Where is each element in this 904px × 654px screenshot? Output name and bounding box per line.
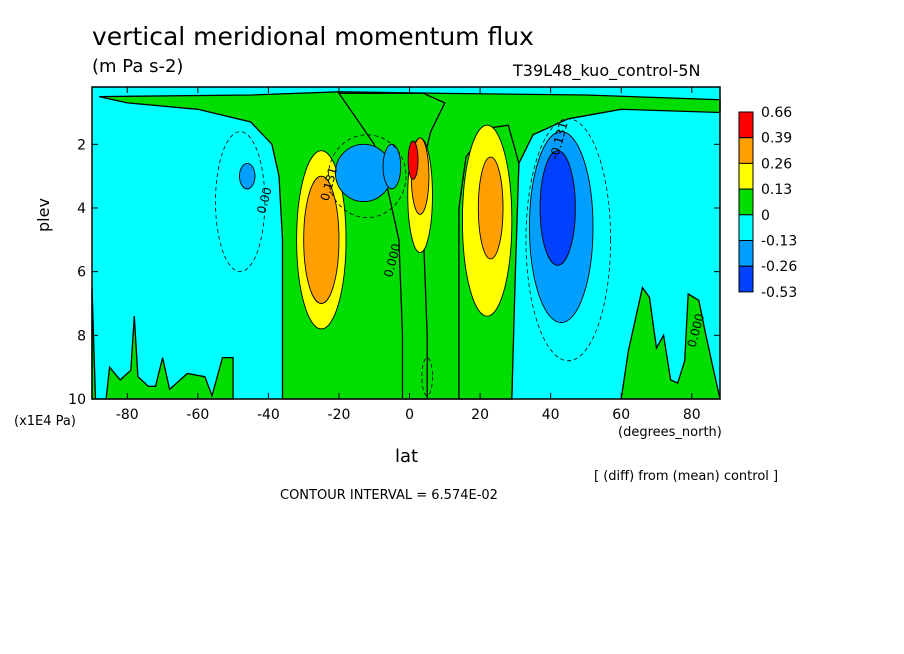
- positive-band-3: [91, 287, 234, 400]
- colorbar-swatch: [738, 111, 754, 139]
- y-tick-label: 10: [68, 392, 86, 408]
- colorbar-label: -0.13: [761, 234, 797, 250]
- negative-contour-1: [525, 118, 612, 362]
- y-tick-label: 2: [77, 137, 86, 153]
- x-tick-label: -20: [328, 407, 351, 423]
- colorbar-swatch: [738, 265, 754, 293]
- colorbar-swatch: [738, 162, 754, 190]
- y-tick-label: 6: [77, 265, 86, 281]
- contour-blob-7: [239, 162, 256, 190]
- negative-contour-2: [327, 134, 407, 218]
- colorbar-label: 0.26: [761, 156, 792, 172]
- x-tick-label: 60: [612, 407, 630, 423]
- contour-interval: CONTOUR INTERVAL = 6.574E-02: [280, 488, 498, 503]
- y-tick-label: 8: [77, 328, 86, 344]
- x-tick-label: 20: [471, 407, 489, 423]
- colorbar-swatch: [738, 214, 754, 242]
- annotation-note: [ (diff) from (mean) control ]: [594, 469, 779, 484]
- colorbar-swatch: [738, 137, 754, 164]
- colorbar-swatch: [738, 240, 754, 267]
- colorbar-label: 0: [761, 208, 770, 224]
- y-axis-label: plev: [34, 198, 53, 232]
- contour-blob-3: [477, 156, 504, 260]
- x-axis-unit: (degrees_north): [618, 425, 722, 440]
- colorbar-label: -0.26: [761, 259, 797, 275]
- x-tick-label: -60: [186, 407, 209, 423]
- contour-blob-1: [303, 175, 340, 304]
- colorbar-label: -0.53: [761, 285, 797, 301]
- colorbar-label: 0.13: [761, 182, 792, 198]
- x-tick-label: 40: [542, 407, 560, 423]
- colorbar-label: 0.39: [761, 131, 792, 147]
- contour-blob-5: [539, 150, 576, 266]
- colorbar-label: 0.66: [761, 105, 792, 121]
- x-axis-label: lat: [395, 446, 419, 467]
- negative-contour-3: [421, 357, 433, 397]
- experiment-label: T39L48_kuo_control-5N: [513, 61, 701, 80]
- x-tick-label: 0: [405, 407, 414, 423]
- negative-contour-0: [215, 131, 266, 273]
- chart-units: (m Pa s-2): [92, 56, 184, 77]
- x-tick-label: -40: [257, 407, 280, 423]
- positive-band-4: [620, 286, 721, 400]
- colorbar-swatch: [738, 188, 754, 216]
- y-tick-label: 4: [77, 201, 86, 217]
- y-axis-unit: (x1E4 Pa): [14, 414, 76, 429]
- chart-title: vertical meridional momentum flux: [92, 22, 534, 51]
- contour-blob-11: [407, 140, 419, 180]
- x-tick-label: -80: [116, 407, 139, 423]
- plot-frame: [91, 86, 721, 400]
- contour-blob-8: [382, 143, 402, 190]
- x-tick-label: 80: [683, 407, 701, 423]
- contour-label: 0.00: [254, 186, 274, 215]
